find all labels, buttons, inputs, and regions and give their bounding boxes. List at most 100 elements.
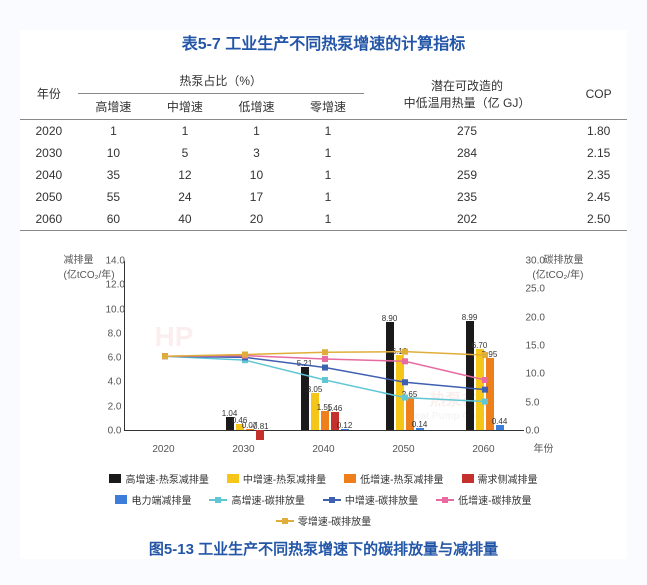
- legend-label: 中增速-碳排放量: [345, 492, 418, 507]
- ytick-right: 5.0: [526, 397, 544, 408]
- legend-label: 高增速-碳排放量: [231, 492, 304, 507]
- th-heat: 潜在可改造的 中低温用热量（亿 GJ）: [364, 68, 571, 120]
- cell: 10: [78, 142, 150, 164]
- xtick: 2030: [232, 444, 254, 455]
- cell: 20: [221, 208, 293, 231]
- marker: [482, 387, 488, 393]
- cell: 1: [292, 208, 364, 231]
- ytick-left: 8.0: [106, 328, 122, 339]
- chart: 减排量 (亿tCO₂/年) 碳排放量 (亿tCO₂/年) HP 热泵在线 Hea…: [64, 251, 584, 461]
- legend-swatch: [209, 499, 227, 501]
- cell: 1.80: [570, 120, 627, 143]
- marker: [482, 352, 488, 358]
- xtick: 2060: [472, 444, 494, 455]
- legend-label: 零增速-碳排放量: [298, 513, 371, 528]
- cell: 1: [292, 120, 364, 143]
- th-sub: 中增速: [149, 94, 221, 120]
- line-layer: [125, 261, 525, 431]
- cell: 2050: [20, 186, 78, 208]
- cell: 2030: [20, 142, 78, 164]
- table-row: 204035121012592.35: [20, 164, 627, 186]
- legend-label: 电力端减排量: [131, 492, 191, 507]
- xtick: 2050: [392, 444, 414, 455]
- ytick-right: 0.0: [526, 426, 544, 437]
- legend-swatch: [436, 499, 454, 501]
- marker: [482, 377, 488, 383]
- legend-item: 高增速-碳排放量: [209, 492, 304, 507]
- ytick-left: 14.0: [106, 256, 122, 267]
- marker: [482, 399, 488, 405]
- cell: 35: [78, 164, 150, 186]
- marker: [322, 349, 328, 355]
- ytick-right: 25.0: [526, 284, 544, 295]
- ytick-right: 20.0: [526, 312, 544, 323]
- cell: 10: [221, 164, 293, 186]
- xtick: 2040: [312, 444, 334, 455]
- marker: [402, 395, 408, 401]
- xtick: 2020: [152, 444, 174, 455]
- cell: 202: [364, 208, 571, 231]
- cell: 2020: [20, 120, 78, 143]
- legend-item: 高增速-热泵减排量: [109, 471, 208, 486]
- cell: 17: [221, 186, 293, 208]
- legend-item: 需求侧减排量: [462, 471, 538, 486]
- th-sub: 高增速: [78, 94, 150, 120]
- legend-item: 中增速-热泵减排量: [227, 471, 326, 486]
- cell: 2.50: [570, 208, 627, 231]
- ytick-right: 30.0: [526, 256, 544, 267]
- legend-swatch: [462, 474, 474, 483]
- ytick-left: 6.0: [106, 353, 122, 364]
- cell: 2060: [20, 208, 78, 231]
- data-table: 年份 热泵占比（%） 潜在可改造的 中低温用热量（亿 GJ） COP 高增速中增…: [20, 68, 627, 231]
- cell: 259: [364, 164, 571, 186]
- cell: 235: [364, 186, 571, 208]
- ytick-left: 4.0: [106, 377, 122, 388]
- table-row: 205055241712352.45: [20, 186, 627, 208]
- cell: 1: [78, 120, 150, 143]
- legend-item: 零增速-碳排放量: [276, 513, 371, 528]
- legend-item: 中增速-碳排放量: [323, 492, 418, 507]
- cell: 275: [364, 120, 571, 143]
- marker: [162, 353, 168, 359]
- cell: 1: [292, 164, 364, 186]
- cell: 12: [149, 164, 221, 186]
- cell: 2.15: [570, 142, 627, 164]
- ytick-left: 10.0: [106, 304, 122, 315]
- table-row: 2030105312842.15: [20, 142, 627, 164]
- legend-swatch: [344, 474, 356, 483]
- legend-label: 低增速-热泵减排量: [360, 471, 443, 486]
- chart-caption: 图5-13 工业生产不同热泵增速下的碳排放量与减排量: [20, 538, 627, 559]
- table-row: 206060402012022.50: [20, 208, 627, 231]
- legend-swatch: [276, 520, 294, 522]
- cell: 1: [149, 120, 221, 143]
- table-row: 202011112751.80: [20, 120, 627, 143]
- cell: 5: [149, 142, 221, 164]
- legend-item: 电力端减排量: [115, 492, 191, 507]
- marker: [402, 349, 408, 355]
- cell: 1: [292, 186, 364, 208]
- th-cop: COP: [570, 68, 627, 120]
- ytick-left: 2.0: [106, 401, 122, 412]
- cell: 2.35: [570, 164, 627, 186]
- ytick-right: 10.0: [526, 369, 544, 380]
- marker: [402, 358, 408, 364]
- th-year: 年份: [20, 68, 78, 120]
- th-sub: 低增速: [221, 94, 293, 120]
- cell: 55: [78, 186, 150, 208]
- bar: [256, 430, 264, 440]
- cell: 284: [364, 142, 571, 164]
- plot-area: HP 热泵在线 Heat Pump Online 1.040.460.07-0.…: [124, 261, 524, 431]
- legend-label: 中增速-热泵减排量: [243, 471, 326, 486]
- legend-swatch: [115, 495, 127, 504]
- legend-label: 需求侧减排量: [478, 471, 538, 486]
- cell: 1: [292, 142, 364, 164]
- marker: [402, 379, 408, 385]
- page: 表5-7 工业生产不同热泵增速的计算指标 年份 热泵占比（%） 潜在可改造的 中…: [20, 30, 627, 559]
- marker: [242, 352, 248, 358]
- marker: [322, 377, 328, 383]
- th-share: 热泵占比（%）: [78, 68, 364, 94]
- legend-label: 低增速-碳排放量: [458, 492, 531, 507]
- legend-item: 低增速-碳排放量: [436, 492, 531, 507]
- legend-swatch: [323, 499, 341, 501]
- cell: 2.45: [570, 186, 627, 208]
